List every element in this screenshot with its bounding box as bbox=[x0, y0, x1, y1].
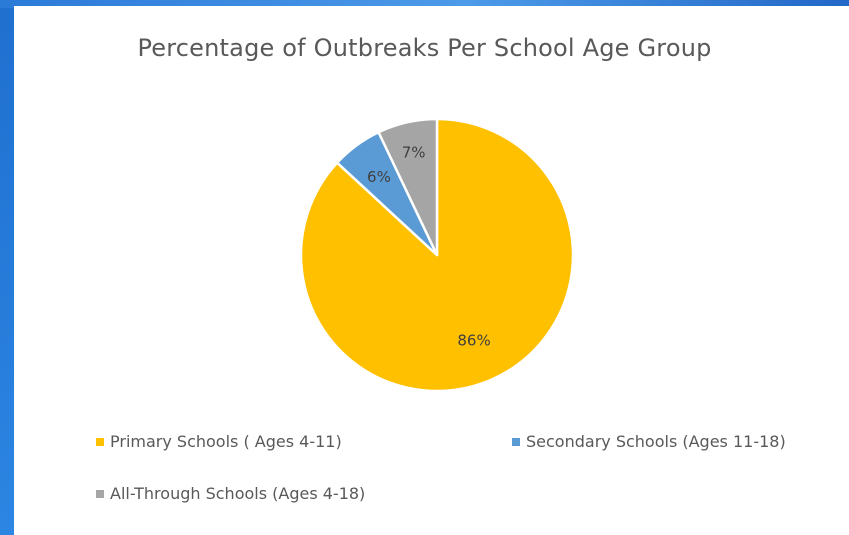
legend-item-all-through: All-Through Schools (Ages 4-18) bbox=[96, 484, 365, 503]
data-label-all-through: 7% bbox=[402, 144, 426, 162]
legend-label-all-through: All-Through Schools (Ages 4-18) bbox=[110, 484, 366, 503]
legend-item-primary: Primary Schools ( Ages 4-11) bbox=[96, 432, 342, 451]
data-label-primary: 86% bbox=[457, 332, 490, 350]
legend-item-secondary: Secondary Schools (Ages 11-18) bbox=[512, 432, 786, 451]
window-top-strip bbox=[0, 0, 849, 8]
legend-swatch-secondary bbox=[512, 437, 520, 446]
data-label-secondary: 6% bbox=[367, 168, 391, 186]
legend-swatch-primary bbox=[96, 437, 104, 446]
chart-title: Percentage of Outbreaks Per School Age G… bbox=[137, 34, 712, 62]
legend-label-secondary: Secondary Schools (Ages 11-18) bbox=[526, 432, 786, 451]
legend-swatch-all-through bbox=[96, 489, 104, 498]
legend-label-primary: Primary Schools ( Ages 4-11) bbox=[110, 432, 342, 451]
pie-slice-all-through bbox=[377, 117, 439, 257]
